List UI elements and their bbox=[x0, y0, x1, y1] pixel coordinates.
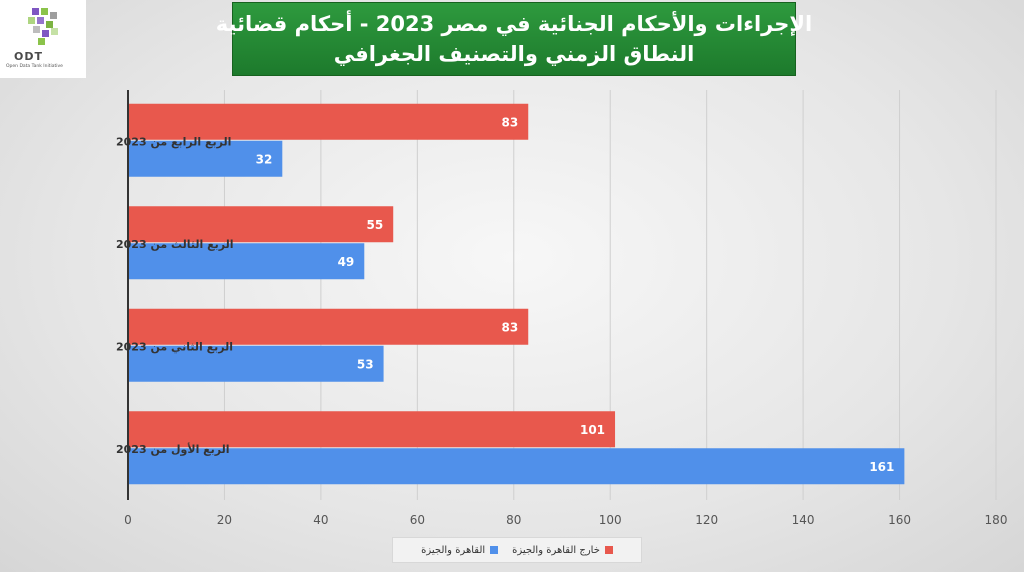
category-label: الربع الثالث من 2023 bbox=[116, 238, 234, 251]
bar bbox=[128, 206, 394, 243]
category-label: الربع الثاني من 2023 bbox=[116, 340, 233, 353]
odt-cube-icon bbox=[28, 8, 58, 45]
data-label: 49 bbox=[338, 255, 355, 269]
legend-swatch bbox=[604, 546, 613, 554]
logo-tagline: Open Data Tank Initiative bbox=[6, 64, 63, 69]
chart-legend: خارج القاهرة والجيزة القاهرة والجيزة bbox=[392, 537, 642, 563]
x-tick-label: 160 bbox=[888, 513, 911, 527]
bar bbox=[128, 411, 616, 448]
legend-entry: القاهرة والجيزة bbox=[421, 544, 499, 556]
chart-title-line2: النطاق الزمني والتصنيف الجغرافي bbox=[333, 42, 695, 66]
x-tick-label: 40 bbox=[313, 513, 328, 527]
bar bbox=[128, 103, 529, 140]
bar bbox=[128, 243, 365, 280]
x-tick-label: 100 bbox=[599, 513, 622, 527]
legend-label: خارج القاهرة والجيزة bbox=[512, 544, 600, 556]
bar bbox=[128, 345, 384, 382]
category-label: الربع الرابع من 2023 bbox=[116, 135, 231, 148]
bar bbox=[128, 308, 529, 345]
data-label: 101 bbox=[580, 423, 605, 437]
bar bbox=[128, 140, 283, 177]
chart-title-box: الإجراءات والأحكام الجنائية في مصر 2023 … bbox=[216, 2, 812, 76]
chart-title-line1: الإجراءات والأحكام الجنائية في مصر 2023 … bbox=[215, 12, 813, 36]
x-tick-label: 180 bbox=[985, 513, 1008, 527]
x-tick-label: 120 bbox=[695, 513, 718, 527]
category-label: الربع الأول من 2023 bbox=[116, 442, 230, 456]
data-label: 161 bbox=[869, 460, 894, 474]
x-tick-label: 60 bbox=[410, 513, 425, 527]
x-tick-label: 80 bbox=[506, 513, 521, 527]
data-label: 55 bbox=[367, 218, 384, 232]
x-tick-label: 0 bbox=[124, 513, 132, 527]
data-label: 53 bbox=[357, 357, 374, 371]
data-label: 83 bbox=[502, 115, 519, 129]
bar bbox=[128, 448, 905, 485]
data-label: 83 bbox=[502, 320, 519, 334]
x-tick-label: 20 bbox=[217, 513, 232, 527]
legend-swatch bbox=[490, 546, 499, 554]
data-label: 32 bbox=[256, 152, 273, 166]
x-tick-label: 140 bbox=[792, 513, 815, 527]
odt-logo: ODT Open Data Tank Initiative bbox=[0, 0, 86, 78]
logo-name: ODT bbox=[14, 50, 43, 63]
legend-label: القاهرة والجيزة bbox=[421, 544, 486, 556]
legend-entry: خارج القاهرة والجيزة bbox=[512, 545, 613, 556]
